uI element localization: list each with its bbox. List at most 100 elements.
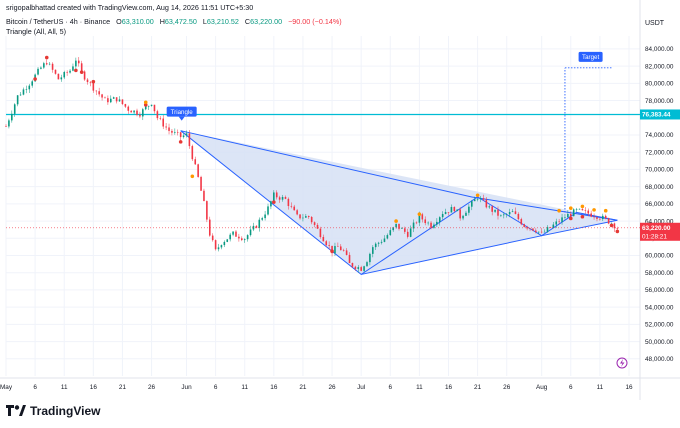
candle-body xyxy=(112,97,115,99)
candle-body xyxy=(401,228,403,229)
candle-body xyxy=(235,231,237,237)
candle-body xyxy=(450,207,453,213)
candle-body xyxy=(372,247,374,254)
y-tick-label: 64,000.00 xyxy=(645,218,674,225)
sell-signal-dot xyxy=(609,223,614,228)
candle-body xyxy=(86,79,89,83)
candle-body xyxy=(188,133,191,147)
candle-body xyxy=(223,241,226,246)
buy-signal-dot xyxy=(580,204,585,209)
sell-signal-dot xyxy=(74,68,78,73)
candle-body xyxy=(307,216,310,217)
x-tick-label: Aug xyxy=(536,384,548,391)
candle-body xyxy=(264,214,266,219)
candle-body xyxy=(337,246,339,247)
candle-body xyxy=(95,90,98,92)
candle-body xyxy=(599,218,601,220)
candle-body xyxy=(325,241,328,246)
candle-body xyxy=(374,243,377,248)
candle-body xyxy=(305,216,307,218)
candle-body xyxy=(246,235,249,240)
candle-body xyxy=(162,118,165,127)
y-tick-label: 82,000.00 xyxy=(645,63,674,70)
buy-signal-dot xyxy=(417,212,422,216)
candle-body xyxy=(296,210,298,215)
lightning-icon xyxy=(616,357,628,369)
last-price-tag xyxy=(640,222,680,241)
candle-body xyxy=(537,231,540,233)
candle-body xyxy=(13,104,16,114)
candle-body xyxy=(136,110,138,115)
candle-body xyxy=(529,228,531,230)
candle-body xyxy=(462,215,464,219)
candle-body xyxy=(310,216,313,223)
candle-body xyxy=(491,206,493,212)
candle-body xyxy=(552,224,555,228)
candle-body xyxy=(334,246,336,254)
x-tick-label: 11 xyxy=(416,384,423,391)
price-chart[interactable]: 84,000.00 82,000.00 80,000.00 78,000.00 74,0… xyxy=(0,0,680,400)
candle-body xyxy=(351,263,354,267)
candle-body xyxy=(206,201,208,220)
candle-body xyxy=(511,211,514,213)
symbol-name: Bitcoin / TetherUS · 4h · Binance xyxy=(6,17,111,26)
x-tick-label: Jul xyxy=(357,384,365,391)
candle-body xyxy=(101,94,103,98)
candle-body xyxy=(142,109,144,117)
candle-body xyxy=(156,111,159,119)
candle-body xyxy=(211,235,214,241)
y-tick-label: 68,000.00 xyxy=(645,184,674,191)
candle-body xyxy=(575,209,578,210)
candle-body xyxy=(421,214,424,220)
sell-signal-dot xyxy=(33,77,37,81)
x-tick-label: 16 xyxy=(625,384,633,391)
candle-body xyxy=(75,60,77,67)
candle-body xyxy=(171,130,173,133)
y-tick-label: 78,000.00 xyxy=(645,98,674,105)
candle-body xyxy=(185,133,188,136)
sell-signal-dot xyxy=(79,70,84,74)
x-tick-label: 26 xyxy=(329,384,337,391)
candle-body xyxy=(267,206,269,215)
candle-body xyxy=(8,120,10,127)
candle-body xyxy=(287,198,290,207)
candle-body xyxy=(40,67,42,69)
candle-body xyxy=(92,82,95,91)
candle-body xyxy=(415,222,418,224)
candle-body xyxy=(328,245,330,246)
target-label-box xyxy=(578,51,603,62)
candle-body xyxy=(144,106,147,110)
candle-body xyxy=(485,199,488,208)
candle-body xyxy=(31,81,34,86)
sell-signal-dot xyxy=(580,214,585,219)
candle-body xyxy=(121,99,124,105)
candle-body xyxy=(252,225,255,230)
candle-body xyxy=(584,210,587,211)
candle-body xyxy=(476,199,479,200)
candle-body xyxy=(494,209,496,212)
candle-body xyxy=(412,222,415,229)
candle-body xyxy=(590,213,592,217)
indicator-legend[interactable]: Triangle (All, All, 5) xyxy=(6,27,67,36)
candle-body xyxy=(54,69,57,74)
ohlc-high: H63,472.50 xyxy=(159,17,197,26)
sell-signal-dot xyxy=(143,103,148,107)
candle-body xyxy=(404,228,406,232)
candle-body xyxy=(302,217,304,219)
candle-body xyxy=(470,201,473,207)
x-tick-label: 21 xyxy=(474,384,482,391)
candle-body xyxy=(363,266,365,271)
candle-body xyxy=(194,159,197,165)
buy-signal-dot xyxy=(475,193,480,198)
candle-body xyxy=(107,98,109,103)
ohlc-change: −90.00 (−0.14%) xyxy=(288,17,342,26)
candle-body xyxy=(369,253,371,263)
y-tick-label: 58,000.00 xyxy=(645,270,674,277)
x-tick-label: 11 xyxy=(597,384,604,391)
candle-body xyxy=(159,118,162,119)
candle-body xyxy=(377,242,380,244)
candle-body xyxy=(456,209,459,212)
candle-body xyxy=(500,215,502,216)
candle-body xyxy=(238,236,240,239)
tradingview-logo-icon xyxy=(6,405,26,416)
